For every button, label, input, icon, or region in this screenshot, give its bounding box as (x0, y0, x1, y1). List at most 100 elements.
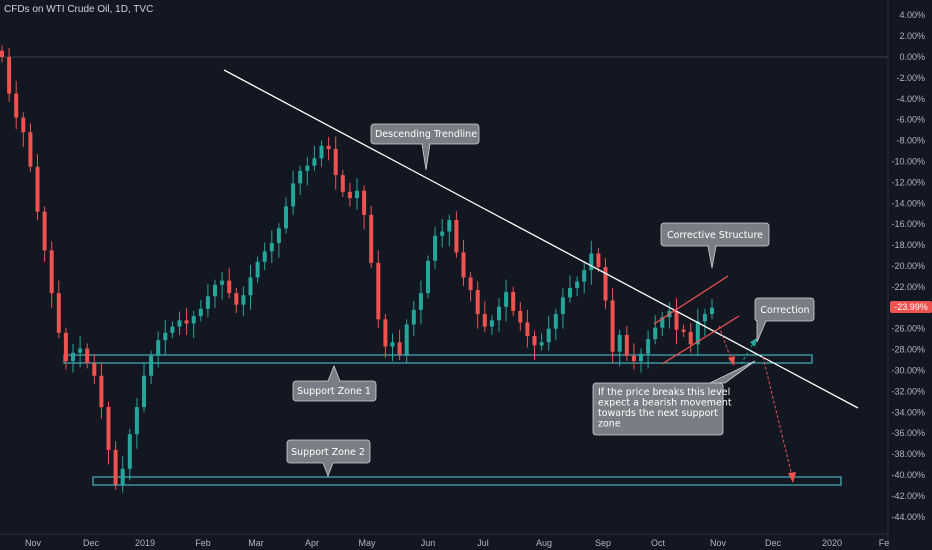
candle-body (213, 284, 217, 297)
candle-body (333, 148, 338, 176)
candle-body (127, 434, 132, 469)
candle-body (198, 308, 203, 317)
candle-body (184, 320, 189, 324)
candle-body (511, 292, 516, 311)
candle-body (468, 277, 473, 291)
callout-box (754, 297, 815, 343)
candle-body (291, 183, 296, 207)
y-tick-label: -28.00% (891, 345, 925, 355)
x-tick-label: Jun (421, 538, 436, 548)
candle-body (71, 352, 75, 362)
candle-body (383, 319, 388, 347)
candle-body (149, 355, 154, 376)
y-tick-label: -20.00% (891, 261, 925, 271)
candle-body (78, 348, 83, 353)
y-tick-label: 0.00% (899, 52, 925, 62)
x-tick-label: Fe (879, 538, 890, 548)
support-zone-2-box (92, 476, 842, 486)
callout-text: Corrective Structure (667, 230, 763, 241)
y-tick-label: -22.00% (891, 282, 925, 292)
candle-body (42, 211, 47, 251)
candle-body (539, 342, 544, 346)
candle-body (475, 290, 480, 315)
callout-text: Support Zone 1 (297, 386, 371, 397)
candle-body (546, 328, 551, 343)
candle-body (568, 287, 572, 298)
candle-body (163, 332, 168, 341)
candle-body (21, 117, 26, 133)
candle-body (63, 332, 68, 362)
candle-body (404, 324, 409, 355)
candle-body (262, 251, 267, 262)
callout-box (370, 123, 480, 171)
candle-body (85, 348, 90, 364)
candle-body (312, 158, 317, 166)
callout-line-4: zone (598, 419, 621, 430)
candle-body (7, 57, 12, 94)
candle-body (610, 300, 615, 352)
candle-body (56, 293, 61, 333)
candle-body (560, 297, 565, 315)
candle-body (220, 280, 225, 285)
x-tick-label: Dec (765, 538, 782, 548)
candle-body (234, 293, 239, 305)
correction-arrow (740, 341, 755, 365)
callout-breakdown-note: If the price breaks this level expect a … (592, 360, 756, 436)
candle-body (518, 310, 523, 323)
candle-body (49, 250, 54, 294)
candle-body (681, 329, 686, 332)
candle-body (347, 191, 352, 199)
drop-arrow-1-head (728, 356, 735, 366)
candle-body (191, 316, 196, 324)
candle-body (710, 307, 714, 315)
candle-body (376, 262, 381, 320)
drop-arrow-2 (762, 356, 793, 477)
callout-correction: Correction (754, 297, 815, 343)
candle-body (269, 243, 274, 252)
candle-body (255, 261, 260, 278)
descending-trendline (223, 69, 859, 409)
callout-box (592, 360, 756, 436)
candle-body (340, 175, 345, 192)
y-tick-label: 2.00% (899, 31, 925, 41)
candle-body (603, 267, 608, 301)
candle-body (298, 170, 303, 184)
candle-body (674, 310, 679, 330)
candle-body (319, 145, 324, 159)
candle-body (14, 93, 19, 118)
y-tick-label: -2.00% (896, 73, 925, 83)
candle-body (305, 165, 310, 171)
x-tick-label: Sep (595, 538, 611, 548)
candle-body (553, 314, 558, 329)
candle-body (532, 336, 537, 346)
candle-body (177, 320, 182, 327)
y-tick-label: -4.00% (896, 94, 925, 104)
x-tick-label: Nov (25, 538, 42, 548)
candle-body (120, 468, 125, 485)
candle-body (227, 280, 232, 294)
candle-body (0, 50, 4, 57)
x-tick-label: Apr (305, 538, 319, 548)
callout-box (660, 222, 770, 269)
candle-body (454, 220, 459, 253)
channel-upper-line (653, 275, 729, 325)
candle-body (688, 331, 693, 345)
candle-body (28, 132, 33, 167)
x-tick-label: Nov (710, 538, 727, 548)
callout-support-zone-2: Support Zone 2 (286, 439, 371, 478)
x-axis-ticks: Nov Dec 2019 Feb Mar Apr May Jun Jul Aug Sep Oct Nov… (25, 538, 889, 548)
drop-arrow-1 (718, 325, 733, 363)
candle-body (653, 327, 658, 340)
candle-body (489, 320, 494, 327)
candle-body (695, 321, 700, 345)
drop-arrow-2-head (788, 472, 796, 483)
candle-body (702, 314, 707, 322)
candle-body (461, 252, 466, 278)
callout-text: Descending Trendline (375, 129, 477, 140)
candle-body (390, 342, 395, 347)
y-tick-label: -6.00% (896, 115, 925, 125)
candle-body (276, 228, 281, 244)
x-tick-label: Oct (651, 538, 666, 548)
